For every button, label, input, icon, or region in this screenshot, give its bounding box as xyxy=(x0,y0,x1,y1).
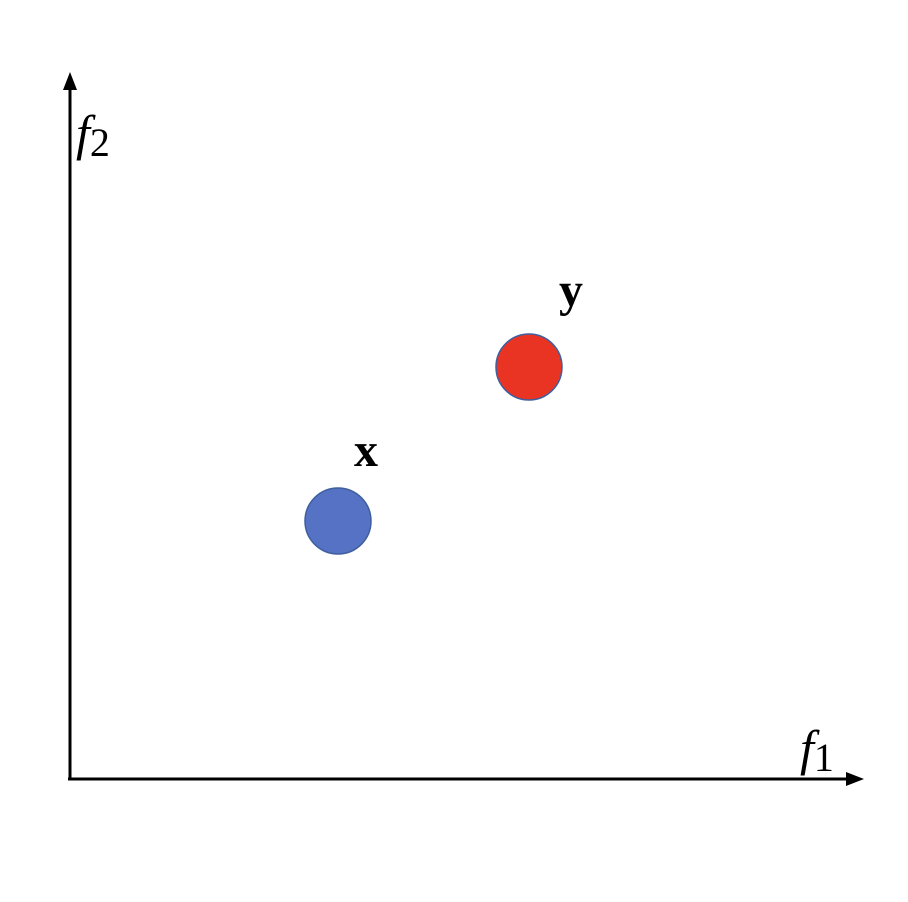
x-axis-arrow-icon xyxy=(846,772,864,786)
point-x-marker xyxy=(304,487,372,555)
x-axis-label: f1 xyxy=(800,720,834,780)
x-axis xyxy=(68,772,864,786)
point-x-label: x xyxy=(354,424,378,477)
y-axis-label-subscript: 2 xyxy=(90,120,110,165)
point-x: x xyxy=(304,424,378,555)
y-axis xyxy=(63,72,77,780)
point-y: y xyxy=(495,264,583,401)
point-y-label: y xyxy=(559,264,583,317)
y-axis-label: f2 xyxy=(76,105,110,165)
x-axis-label-subscript: 1 xyxy=(814,735,834,780)
point-y-marker xyxy=(495,333,563,401)
y-axis-arrow-icon xyxy=(63,72,77,90)
